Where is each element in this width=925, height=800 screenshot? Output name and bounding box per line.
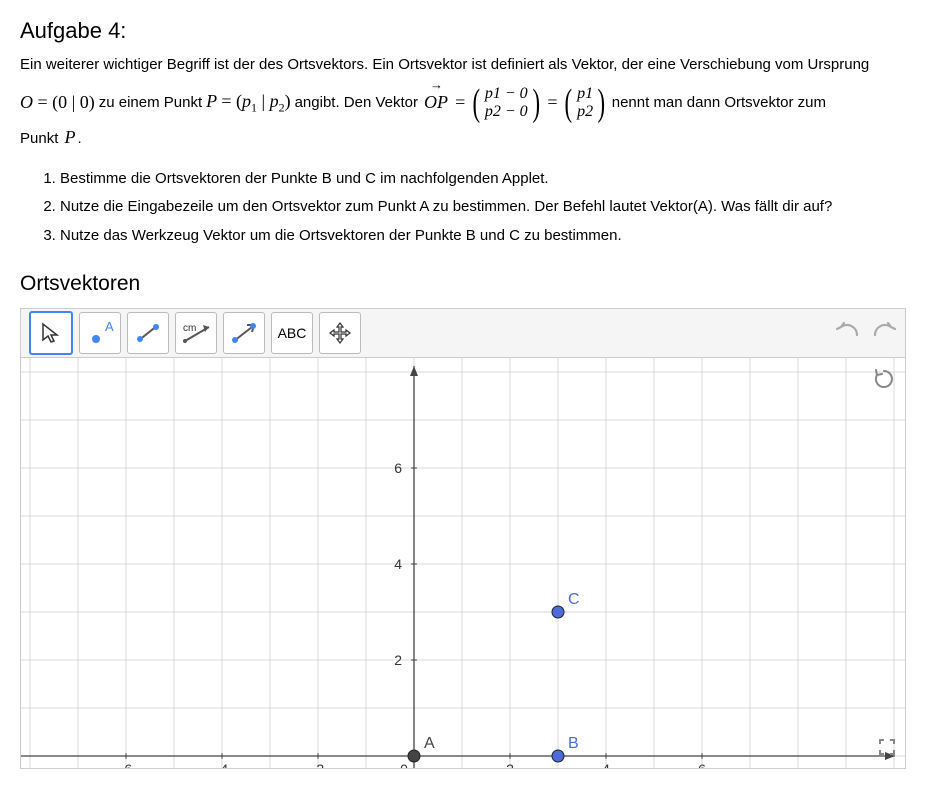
point-icon: A [85,319,115,347]
math-line2: Punkt P. [20,127,905,148]
math-txt2: angibt. Den Vektor [295,91,418,115]
svg-text:-4: -4 [216,761,229,768]
math-P2: P [65,127,76,147]
ruler-tool[interactable]: cm [175,312,217,354]
applet-title: Ortsvektoren [20,272,905,296]
task-item: Nutze das Werkzeug Vektor um die Ortsvek… [60,225,905,248]
svg-text:0: 0 [400,761,408,768]
move-view-tool[interactable] [319,312,361,354]
ruler-icon: cm [179,319,213,347]
cursor-icon [40,322,62,344]
svg-text:A: A [105,319,114,334]
svg-text:A: A [424,735,435,752]
svg-text:2: 2 [506,761,514,768]
svg-text:4: 4 [602,761,610,768]
math-txt4: Punkt [20,130,58,147]
svg-text:-2: -2 [312,761,325,768]
vector-tool[interactable] [223,312,265,354]
coordinate-plane: -6 -4 -2 0 2 4 6 2 4 6 A B C [21,358,905,768]
svg-text:-6: -6 [120,761,133,768]
vector-icon [230,319,258,347]
undo-redo [835,319,897,348]
undo-button[interactable] [835,319,861,348]
math-txt1: zu einem Punkt [99,91,202,115]
undo-icon [835,319,861,341]
svg-text:4: 4 [394,556,402,572]
line-icon [134,319,162,347]
math-P: P = (p1 | p2) [206,87,290,118]
intro-text: Ein weiterer wichtiger Begriff ist der d… [20,54,905,77]
math-vec1: ( p1 − 0p2 − 0 ) [470,85,542,121]
svg-text:B: B [568,735,579,752]
move-tool[interactable] [29,311,73,355]
svg-text:6: 6 [698,761,706,768]
text-tool-label: ABC [278,325,307,341]
math-vec2: ( p1p2 ) [562,85,607,121]
geogebra-applet: A cm [20,308,906,769]
math-eq1: = [454,88,466,117]
svg-text:C: C [568,591,580,608]
point-tool[interactable]: A [79,312,121,354]
text-tool[interactable]: ABC [271,312,313,354]
task-list: Bestimme die Ortsvektoren der Punkte B u… [20,168,905,248]
move-arrows-icon [329,322,351,344]
task-item: Bestimme die Ortsvektoren der Punkte B u… [60,168,905,191]
svg-text:6: 6 [394,460,402,476]
math-OP: OP [424,88,448,117]
reset-button[interactable] [873,368,895,394]
svg-text:2: 2 [394,652,402,668]
redo-button[interactable] [871,319,897,348]
math-txt3: nennt man dann Ortsvektor zum [612,91,826,115]
fullscreen-icon [879,739,895,755]
svg-text:cm: cm [183,323,196,334]
math-formula-row: O = (0 | 0) zu einem Punkt P = (p1 | p2)… [20,85,905,121]
page-title: Aufgabe 4: [20,18,905,44]
graphics-view[interactable]: -6 -4 -2 0 2 4 6 2 4 6 A B C [21,358,905,768]
task-item: Nutze die Eingabezeile um den Ortsvektor… [60,196,905,219]
reload-icon [873,368,895,390]
math-O: O = (0 | 0) [20,88,95,117]
redo-icon [871,319,897,341]
fullscreen-button[interactable] [879,739,895,758]
line-tool[interactable] [127,312,169,354]
math-dot: . [78,130,82,147]
math-eq2: = [546,88,558,117]
toolbar: A cm [21,309,905,358]
